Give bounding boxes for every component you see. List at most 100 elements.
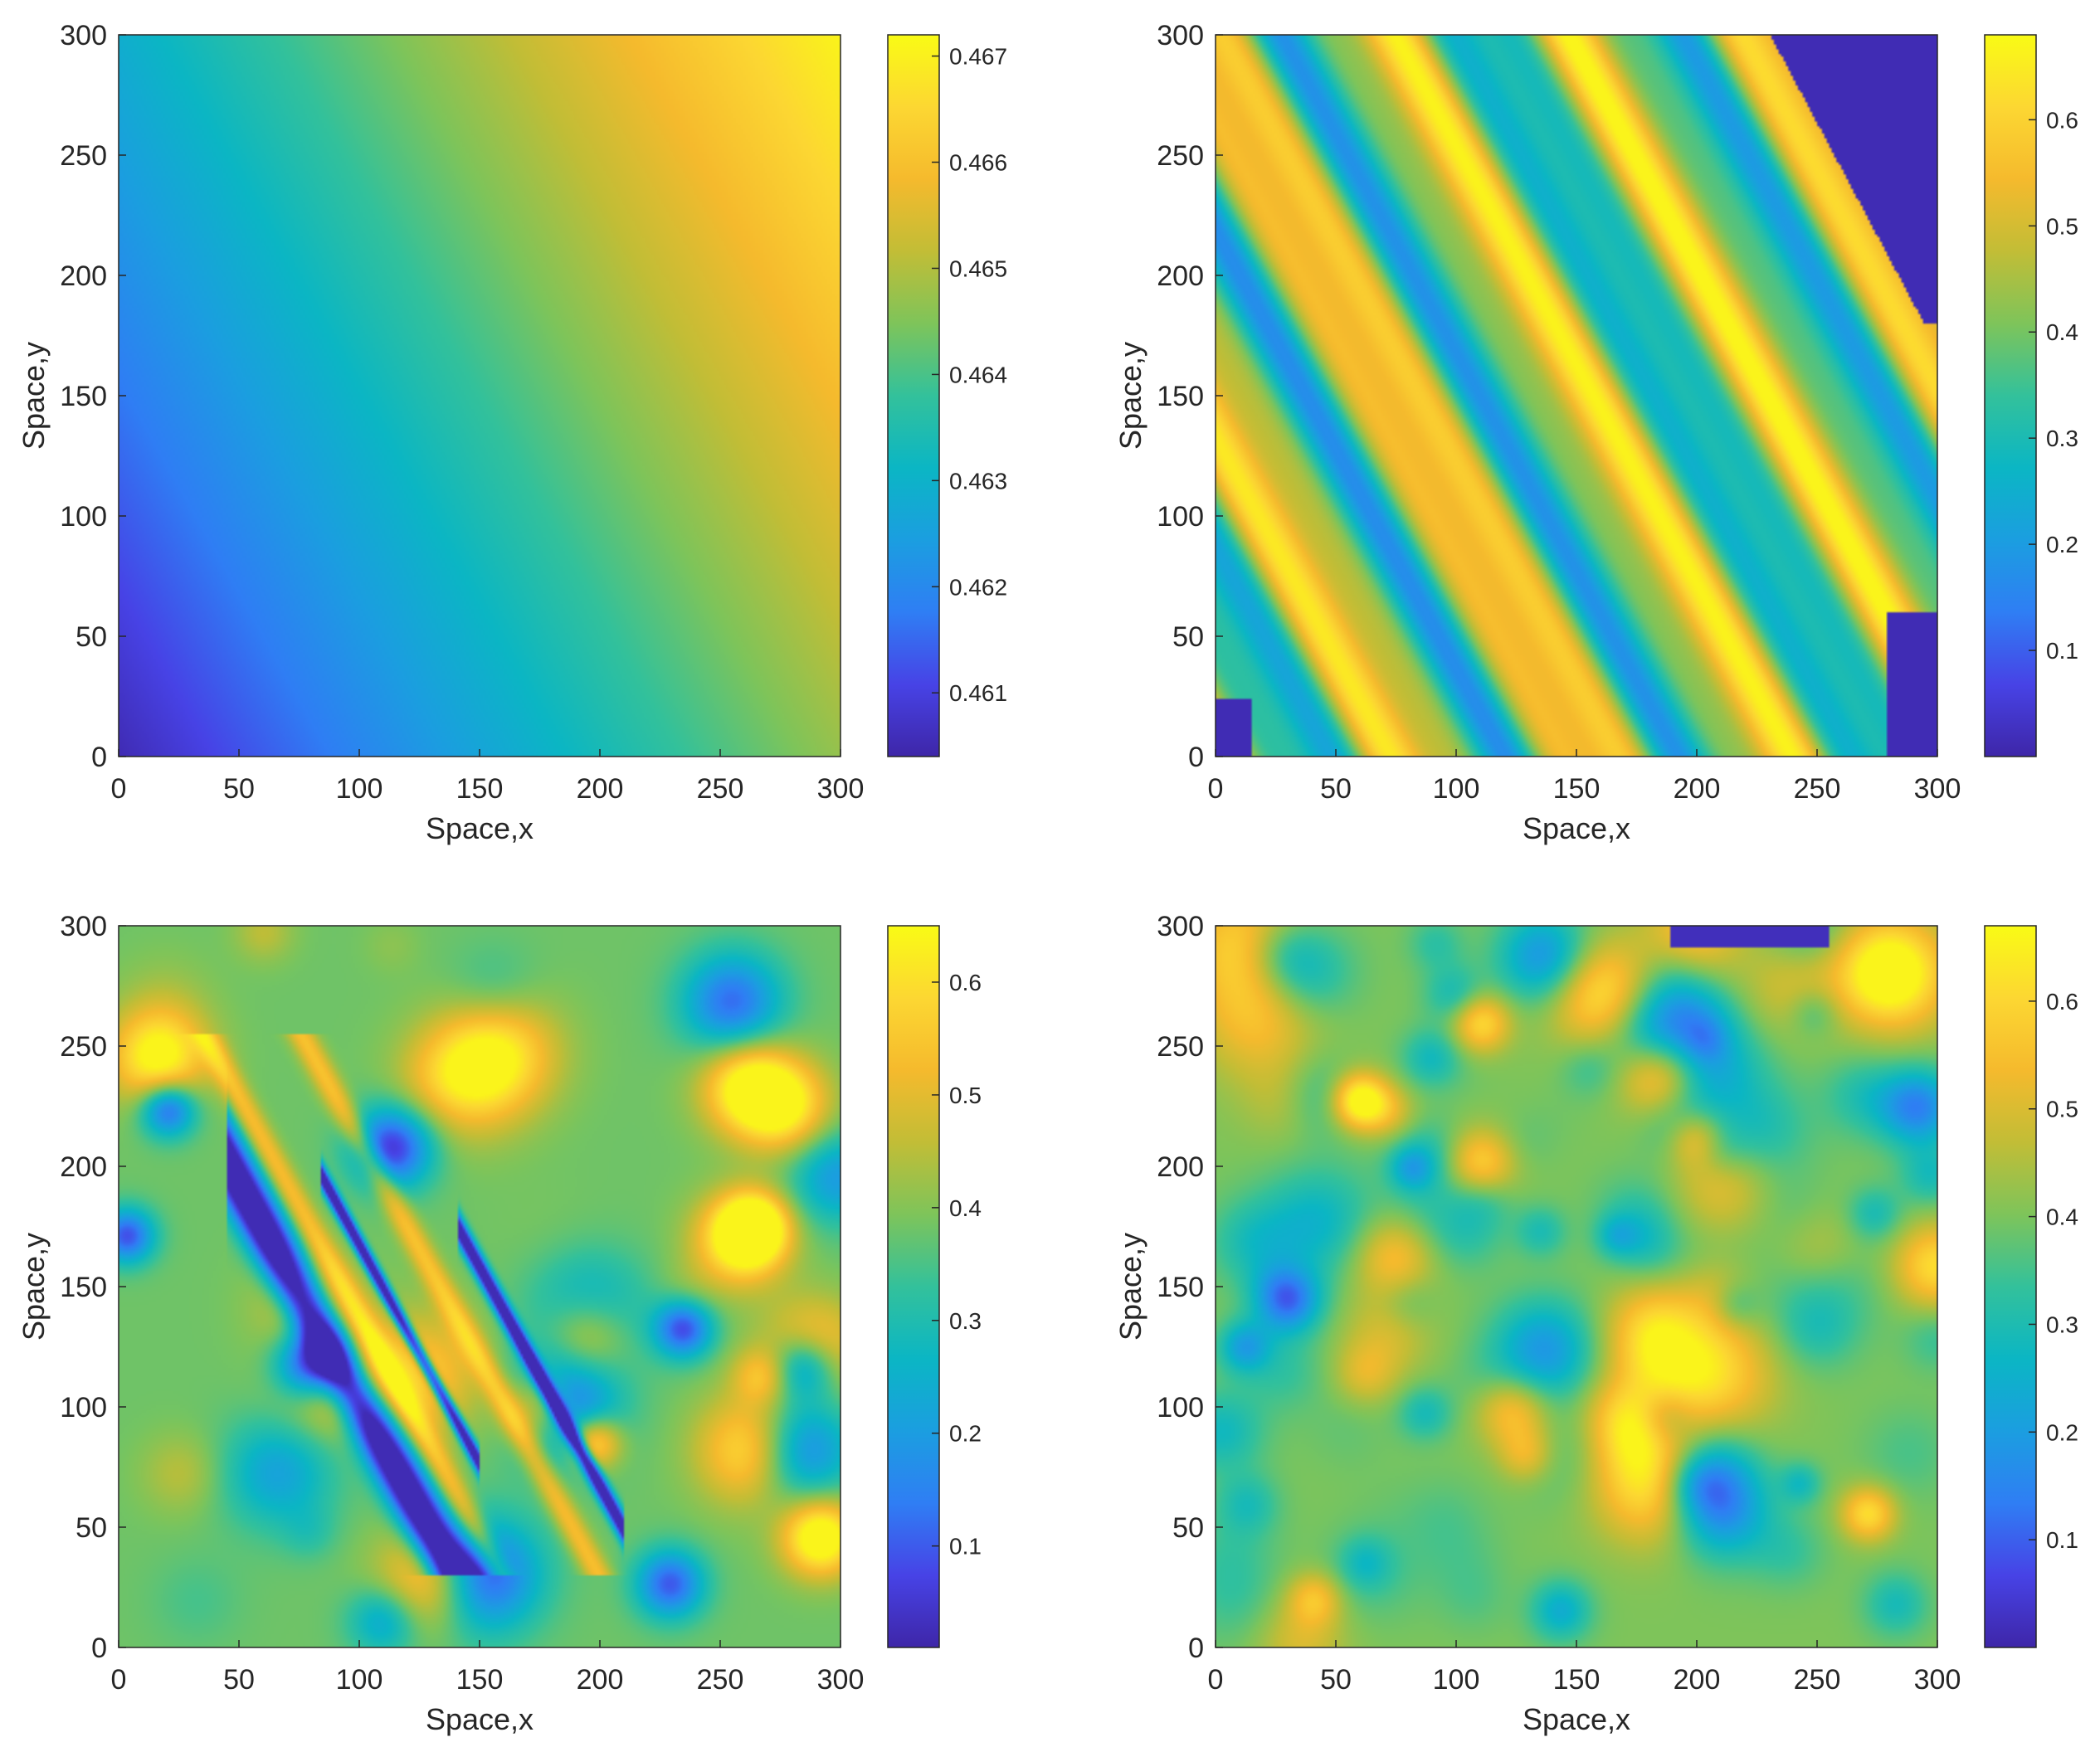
y-tick-label: 200 [60, 260, 107, 292]
colorbar-tick-label: 0.462 [949, 574, 1007, 600]
colorbar-tick-label: 0.465 [949, 255, 1007, 281]
y-tick-label: 300 [60, 911, 107, 942]
x-axis-label: Space,x [1523, 811, 1630, 845]
x-tick-label: 300 [817, 773, 865, 805]
y-axis-label: Space,y [1113, 342, 1147, 450]
y-tick-label: 0 [91, 742, 107, 773]
heatmap-image [1216, 35, 1937, 757]
heatmap-panel-1: 0 50 100 150 200 250 300 0 50 100 150 200 250 300 Spac… [17, 20, 1007, 845]
y-tick-label: 300 [1157, 911, 1204, 942]
colorbar-tick-label: 0.1 [2046, 638, 2078, 664]
y-tick-label: 150 [60, 381, 107, 412]
x-tick-label: 100 [336, 773, 383, 805]
x-tick-label: 50 [223, 1664, 255, 1696]
y-tick-label: 300 [60, 20, 107, 51]
x-tick-label: 250 [1794, 773, 1841, 805]
colorbar-tick-label: 0.3 [949, 1308, 982, 1334]
x-tick-label: 250 [1794, 1664, 1841, 1696]
heatmap-image [1216, 926, 1937, 1647]
heatmap-image [119, 35, 840, 757]
colorbar [887, 34, 940, 757]
colorbar-tick-label: 0.5 [2046, 213, 2078, 239]
y-tick-label: 0 [91, 1633, 107, 1664]
x-tick-label: 50 [1320, 1664, 1352, 1696]
x-tick-label: 150 [456, 773, 504, 805]
heatmap-panel-3: 0 50 100 150 200 250 300 0 50 100 150 200 250 300 Spac… [17, 911, 982, 1736]
y-tick-label: 200 [60, 1151, 107, 1183]
colorbar-tick-label: 0.3 [2046, 426, 2078, 451]
y-tick-label: 250 [1157, 140, 1204, 172]
y-tick-label: 300 [1157, 20, 1204, 51]
x-tick-label: 200 [577, 1664, 624, 1696]
y-tick-label: 250 [60, 1031, 107, 1063]
colorbar-tick-label: 0.6 [2046, 989, 2078, 1015]
y-tick-label: 50 [76, 1512, 107, 1544]
y-tick-label: 50 [1172, 621, 1204, 653]
colorbar-tick-label: 0.466 [949, 150, 1007, 176]
x-tick-label: 300 [1914, 1664, 1961, 1696]
y-axis-label: Space,y [1113, 1233, 1147, 1341]
x-tick-label: 150 [456, 1664, 504, 1696]
x-tick-label: 250 [697, 773, 744, 805]
x-tick-label: 300 [817, 1664, 865, 1696]
x-tick-label: 300 [1914, 773, 1961, 805]
colorbar-tick-label: 0.464 [949, 362, 1007, 387]
y-tick-label: 250 [60, 140, 107, 172]
colorbar-tick-label: 0.1 [2046, 1527, 2078, 1553]
x-tick-label: 150 [1553, 1664, 1601, 1696]
heatmap-panel-4: 0 50 100 150 200 250 300 0 50 100 150 200 250 300 Spac… [1113, 911, 2078, 1736]
y-tick-label: 0 [1188, 1633, 1204, 1664]
colorbar-tick-label: 0.3 [2046, 1311, 2078, 1337]
colorbar-tick-label: 0.6 [2046, 107, 2078, 133]
colorbar-tick-label: 0.6 [949, 970, 982, 995]
x-axis-label: Space,x [426, 811, 534, 845]
colorbar-tick-label: 0.1 [949, 1534, 982, 1560]
heatmap-panel-2: 0 50 100 150 200 250 300 0 50 100 150 200 250 300 Spac… [1113, 20, 2078, 845]
x-tick-label: 150 [1553, 773, 1601, 805]
x-tick-label: 0 [1208, 1664, 1224, 1696]
y-tick-label: 150 [1157, 381, 1204, 412]
colorbar-tick-label: 0.463 [949, 468, 1007, 494]
colorbar-tick-label: 0.4 [949, 1195, 982, 1221]
colorbar-tick-label: 0.4 [2046, 319, 2078, 345]
y-tick-label: 50 [76, 621, 107, 653]
x-tick-label: 0 [111, 773, 127, 805]
colorbar-tick-label: 0.2 [949, 1421, 982, 1447]
y-tick-label: 150 [1157, 1272, 1204, 1303]
colorbar-tick-label: 0.5 [2046, 1097, 2078, 1122]
x-tick-label: 0 [111, 1664, 127, 1696]
colorbar-tick-label: 0.2 [2046, 1419, 2078, 1445]
x-tick-label: 50 [223, 773, 255, 805]
y-tick-label: 0 [1188, 742, 1204, 773]
y-tick-label: 200 [1157, 260, 1204, 292]
x-tick-label: 250 [697, 1664, 744, 1696]
y-tick-label: 100 [1157, 501, 1204, 533]
x-tick-label: 100 [1433, 1664, 1480, 1696]
x-tick-label: 200 [1674, 773, 1721, 805]
x-axis-label: Space,x [426, 1702, 534, 1736]
colorbar-tick-label: 0.4 [2046, 1204, 2078, 1230]
x-tick-label: 200 [577, 773, 624, 805]
y-tick-label: 150 [60, 1272, 107, 1303]
colorbar-tick-label: 0.2 [2046, 532, 2078, 557]
y-tick-label: 200 [1157, 1151, 1204, 1183]
colorbar [887, 925, 940, 1648]
x-tick-label: 100 [336, 1664, 383, 1696]
colorbar-tick-label: 0.467 [949, 44, 1007, 70]
x-tick-label: 100 [1433, 773, 1480, 805]
colorbar [1984, 925, 2037, 1648]
y-tick-label: 100 [60, 1392, 107, 1423]
colorbar-tick-label: 0.5 [949, 1083, 982, 1108]
y-axis-label: Space,y [17, 1233, 51, 1341]
y-tick-label: 250 [1157, 1031, 1204, 1063]
y-tick-label: 100 [60, 501, 107, 533]
y-axis-label: Space,y [17, 342, 51, 450]
y-tick-label: 50 [1172, 1512, 1204, 1544]
x-tick-label: 0 [1208, 773, 1224, 805]
colorbar [1984, 34, 2037, 757]
x-tick-label: 50 [1320, 773, 1352, 805]
colorbar-tick-label: 0.461 [949, 680, 1007, 706]
heatmap-image [119, 926, 840, 1647]
x-axis-label: Space,x [1523, 1702, 1630, 1736]
